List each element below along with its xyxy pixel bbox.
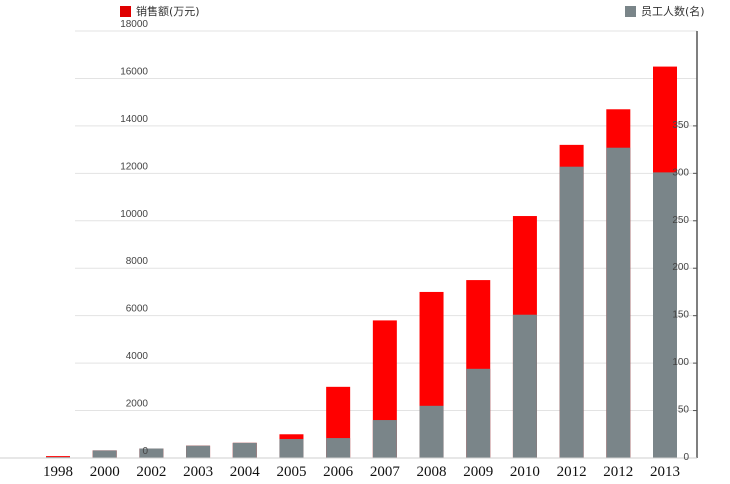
y-right-tick-label: 50 [678, 405, 690, 416]
x-tick-label: 2005 [276, 464, 306, 480]
bar-employees [92, 450, 117, 458]
y-right-tick-label: 0 [683, 452, 689, 463]
y-left-tick-label: 2000 [126, 399, 149, 410]
bar-employees [653, 172, 677, 458]
y-left-tick-label: 8000 [126, 256, 149, 267]
legend-label-employees: 员工人数(名) [641, 5, 705, 18]
bar-employees [326, 438, 351, 458]
x-tick-label: 2012 [603, 464, 633, 480]
y-right-tick-label: 250 [672, 215, 689, 226]
bar-employees [419, 405, 444, 458]
bar-employees [466, 368, 491, 458]
y-left-tick-label: 4000 [126, 351, 149, 362]
x-tick-label: 1998 [43, 464, 73, 480]
bar-employees [559, 166, 584, 459]
y-left-tick-label: 16000 [120, 66, 148, 77]
y-right-tick-label: 350 [672, 120, 689, 131]
x-tick-label: 2000 [90, 464, 120, 480]
y-left-tick-label: 0 [142, 446, 148, 457]
legend-label-sales: 销售额(万元) [136, 5, 200, 18]
y-left-tick-label: 10000 [120, 209, 148, 220]
x-tick-label: 2004 [230, 464, 261, 480]
x-tick-label: 2007 [370, 464, 401, 480]
legend-item-sales: 销售额(万元) [120, 3, 200, 19]
y-left-tick-label: 18000 [120, 19, 148, 30]
x-tick-label: 2013 [650, 464, 680, 480]
legend-item-employees: 员工人数(名) [625, 3, 705, 19]
legend-swatch-sales [120, 5, 131, 17]
x-tick-label: 2010 [510, 464, 540, 480]
axes [0, 31, 698, 459]
y-right-tick-label: 300 [672, 167, 689, 178]
x-tick-label: 2009 [463, 464, 493, 480]
y-right-tick-label: 100 [672, 357, 689, 368]
x-tick-label: 2008 [417, 464, 447, 480]
legend-swatch-employees [625, 5, 636, 17]
bar-employees [232, 442, 257, 458]
bar-employees [372, 420, 397, 458]
bar-employees [512, 314, 537, 458]
y-right-tick-label: 150 [672, 310, 689, 321]
bar-employees [279, 439, 304, 458]
x-tick-label: 2006 [323, 464, 354, 480]
bar-employees [186, 445, 211, 458]
x-tick-label: 2002 [136, 464, 166, 480]
x-tick-label: 2012 [557, 464, 587, 480]
bar-employees [139, 448, 164, 458]
tick-labels: 0200040006000800010000120001400016000180… [43, 19, 689, 480]
bars [46, 66, 677, 459]
y-left-tick-label: 6000 [126, 304, 149, 315]
y-right-tick-label: 200 [672, 262, 689, 273]
x-tick-label: 2003 [183, 464, 213, 480]
y-left-tick-label: 14000 [120, 114, 148, 125]
y-left-tick-label: 12000 [120, 161, 148, 172]
bar-employees [606, 147, 631, 459]
